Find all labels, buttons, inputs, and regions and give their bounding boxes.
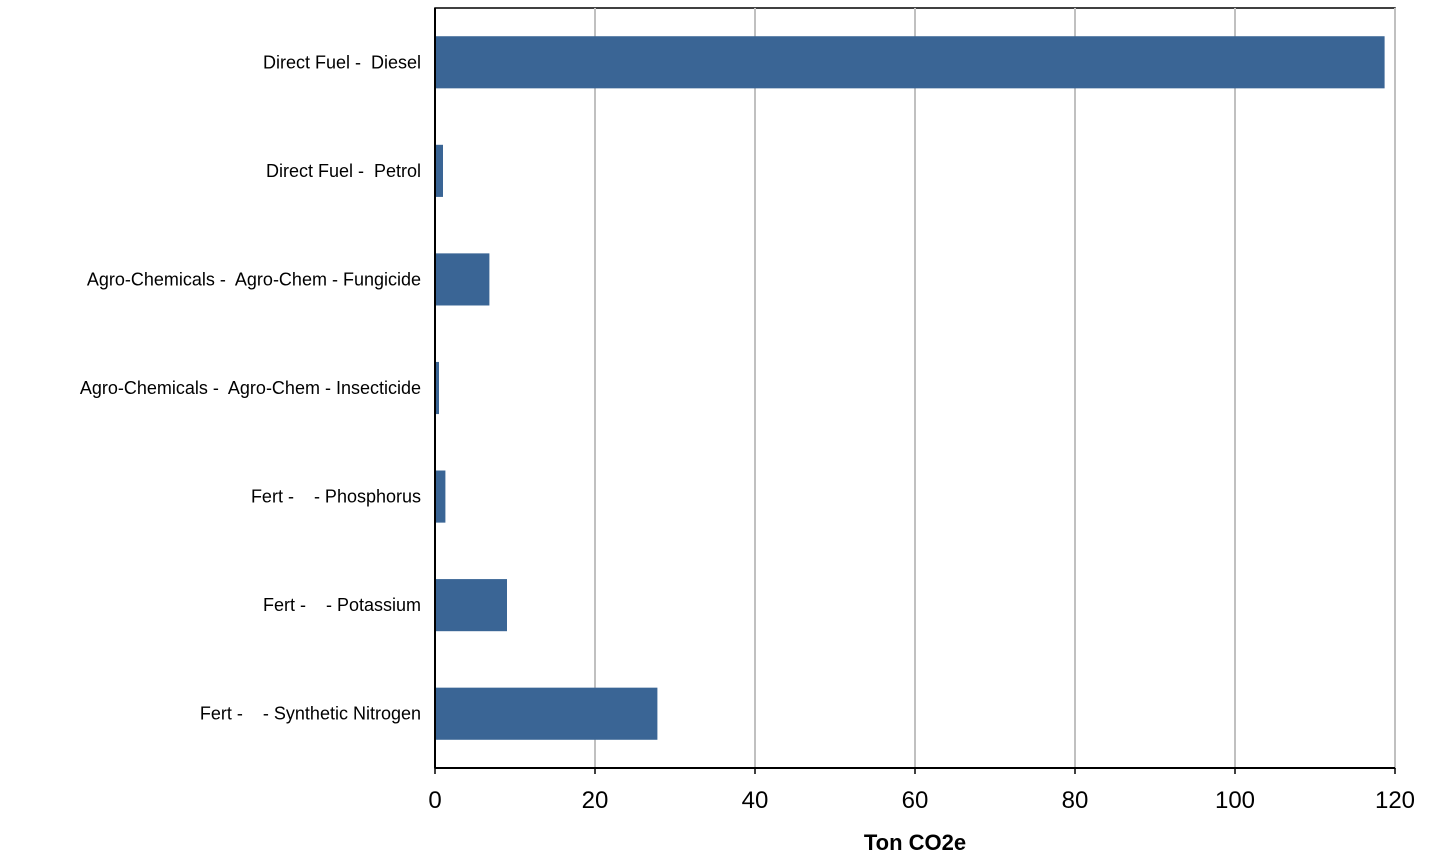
x-tick-label: 20: [582, 787, 609, 814]
x-tick-label: 60: [902, 787, 929, 814]
bars: [435, 36, 1385, 740]
category-label: Agro-Chemicals - Agro-Chem - Insecticide: [80, 378, 421, 398]
x-tick-label: 40: [742, 787, 769, 814]
gridlines: [594, 8, 1396, 768]
bar: [435, 579, 507, 632]
bar: [435, 144, 443, 197]
x-tick-label: 100: [1215, 787, 1255, 814]
bar: [435, 36, 1385, 89]
bar: [435, 361, 439, 415]
x-ticks: 0 20 40 60 80 100 120: [428, 768, 1415, 814]
x-tick-label: 120: [1375, 787, 1415, 814]
category-label: Fert - - Phosphorus: [251, 487, 421, 507]
bar: [435, 470, 446, 523]
bar: [435, 253, 490, 306]
category-labels: Direct Fuel - Diesel Direct Fuel - Petrol…: [80, 52, 421, 723]
category-label: Direct Fuel - Diesel: [263, 52, 421, 72]
x-tick-label: 80: [1062, 787, 1089, 814]
x-axis-title: Ton CO2e: [864, 830, 966, 855]
category-label: Fert - - Potassium: [263, 595, 421, 615]
category-label: Agro-Chemicals - Agro-Chem - Fungicide: [87, 269, 421, 289]
category-label: Direct Fuel - Petrol: [266, 161, 421, 181]
x-tick-label: 0: [428, 787, 441, 814]
bar: [435, 687, 658, 740]
category-label: Fert - - Synthetic Nitrogen: [200, 704, 421, 724]
